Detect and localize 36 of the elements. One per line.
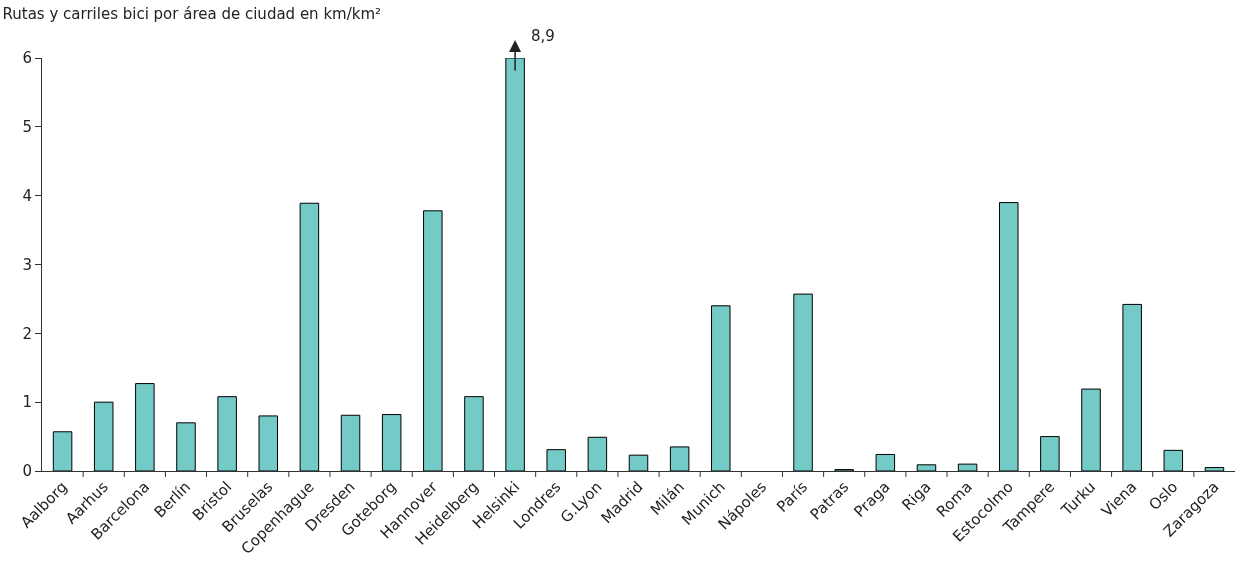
- bar: [258, 415, 279, 471]
- bar: [711, 305, 731, 471]
- bar: [669, 446, 690, 471]
- bar: [93, 401, 114, 471]
- bar: [998, 202, 1019, 471]
- bar: [1081, 388, 1101, 471]
- bar: [505, 58, 525, 471]
- bar: [916, 464, 937, 471]
- bar: [587, 436, 608, 471]
- bar: [1204, 467, 1225, 471]
- bar: [793, 293, 813, 471]
- bar: [340, 414, 361, 471]
- y-tick-label: 0: [22, 462, 32, 481]
- y-tick-label: 1: [22, 393, 32, 412]
- y-tick-label: 5: [22, 118, 32, 137]
- chart-title: Rutas y carriles bici por área de ciudad en km/km²: [2, 5, 382, 24]
- bar: [464, 396, 484, 471]
- bar: [176, 422, 196, 471]
- bar: [1040, 436, 1060, 471]
- bar: [381, 414, 402, 471]
- bar: [135, 383, 155, 471]
- bar: [546, 449, 566, 471]
- bar: [1122, 303, 1142, 471]
- y-tick-label: 2: [22, 324, 32, 343]
- y-tick-label: 6: [22, 49, 32, 68]
- y-tick-label: 3: [22, 255, 32, 274]
- bar: [423, 210, 443, 471]
- bar: [217, 396, 237, 471]
- bar: [299, 202, 320, 471]
- bar: [1163, 449, 1184, 471]
- bar: [957, 463, 978, 471]
- y-tick-label: 4: [22, 186, 32, 205]
- bar: [875, 453, 896, 471]
- annotation: 8,9: [531, 27, 555, 45]
- bar: [628, 454, 649, 471]
- bar: [52, 431, 73, 471]
